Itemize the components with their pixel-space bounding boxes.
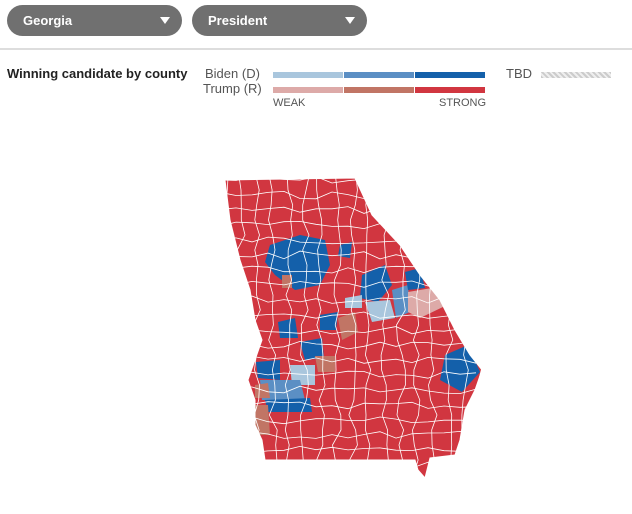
tbd-swatch [541,72,611,78]
strong-label: STRONG [439,97,487,109]
county-border [300,178,310,476]
legend-swatch [273,87,343,93]
dem-label: Biden (D) [205,66,260,81]
county-border [332,178,342,475]
legend-swatch [344,87,414,93]
county-border [225,178,477,184]
divider [0,48,632,50]
county-border [268,178,278,476]
weak-label: WEAK [273,97,306,109]
county-border [225,460,477,470]
legend-swatch [273,72,343,78]
county-border [364,178,372,476]
race-dropdown[interactable]: President [192,5,367,36]
county-border [476,178,482,476]
state-dropdown[interactable]: Georgia [7,5,182,36]
legend-swatch [344,72,414,78]
county-border [284,178,294,476]
county-border [348,178,358,476]
county-border [316,178,326,476]
rep-label: Trump (R) [203,81,262,96]
tbd-label: TBD [506,66,532,81]
county-border [225,178,230,476]
legend-swatch [415,72,485,78]
legend-title: Winning candidate by county [7,66,188,81]
legend-swatch [415,87,485,93]
